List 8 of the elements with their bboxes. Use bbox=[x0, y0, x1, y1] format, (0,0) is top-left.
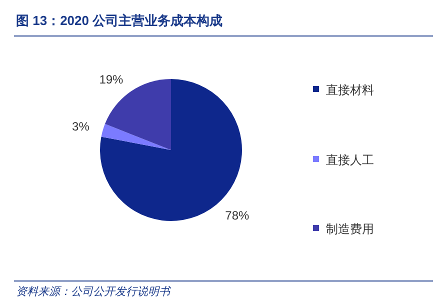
legend-label: 制造费用 bbox=[326, 222, 374, 236]
data-label: 3% bbox=[72, 119, 90, 134]
chart-title: 图 13：2020 公司主营业务成本构成 bbox=[16, 13, 223, 28]
legend-label: 直接材料 bbox=[326, 83, 374, 97]
data-label: 19% bbox=[99, 72, 124, 87]
text: 资料来源：公司公开发行说明书 bbox=[16, 285, 172, 298]
legend-label: 直接人工 bbox=[326, 153, 374, 167]
data-label: 78% bbox=[225, 208, 250, 222]
